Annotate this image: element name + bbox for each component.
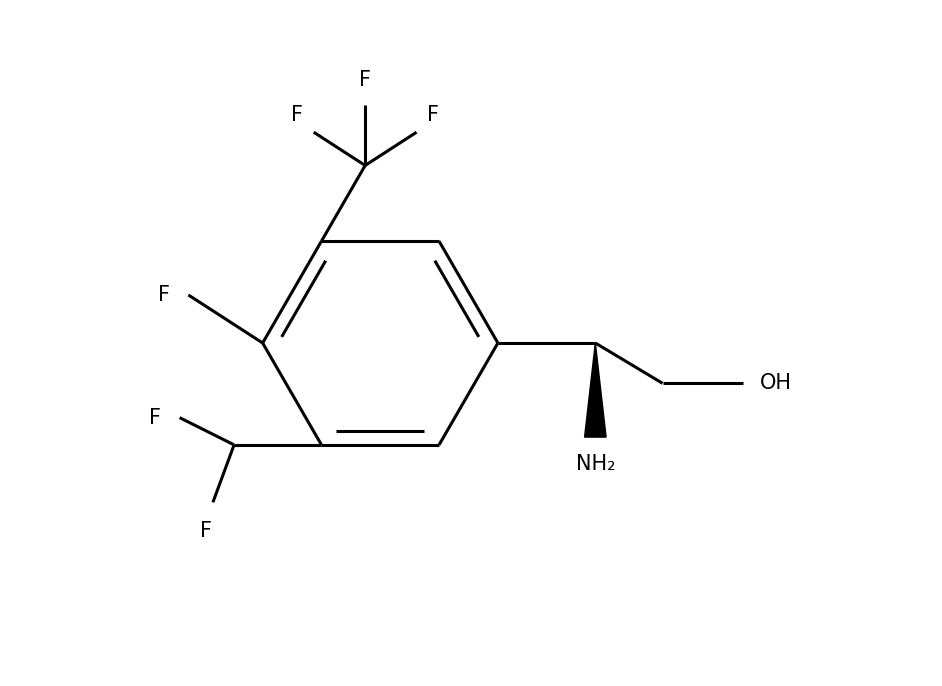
Text: F: F xyxy=(291,106,303,126)
Polygon shape xyxy=(585,343,606,437)
Text: F: F xyxy=(359,70,371,90)
Text: NH₂: NH₂ xyxy=(576,454,615,474)
Text: F: F xyxy=(157,285,170,305)
Text: OH: OH xyxy=(760,373,792,393)
Text: F: F xyxy=(201,521,212,541)
Text: F: F xyxy=(149,407,161,427)
Text: F: F xyxy=(428,106,439,126)
